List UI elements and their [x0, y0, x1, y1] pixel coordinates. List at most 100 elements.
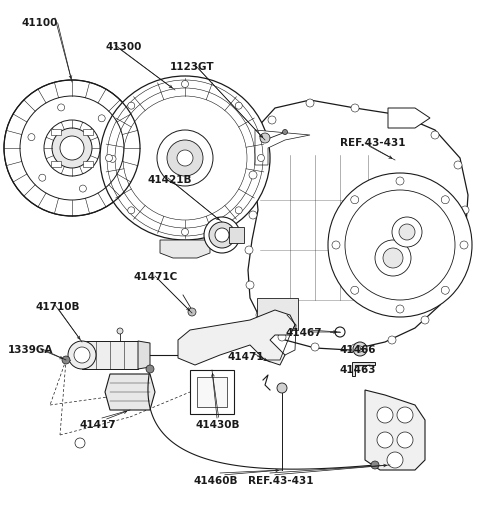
Text: 41710B: 41710B: [35, 302, 80, 312]
Circle shape: [383, 248, 403, 268]
Text: 41463: 41463: [340, 365, 376, 375]
Circle shape: [371, 461, 379, 469]
Text: 41471C: 41471C: [133, 272, 177, 282]
Circle shape: [394, 114, 402, 122]
Circle shape: [278, 333, 286, 341]
Circle shape: [106, 155, 112, 162]
Circle shape: [58, 104, 65, 111]
Circle shape: [246, 281, 254, 289]
Circle shape: [268, 116, 276, 124]
Circle shape: [146, 365, 154, 373]
Text: 41100: 41100: [22, 18, 59, 28]
Circle shape: [109, 156, 116, 163]
Circle shape: [209, 222, 235, 248]
Circle shape: [249, 211, 257, 219]
Circle shape: [456, 251, 464, 259]
Text: 1123GT: 1123GT: [170, 62, 215, 72]
Circle shape: [351, 104, 359, 112]
Circle shape: [75, 438, 85, 448]
Circle shape: [431, 131, 439, 139]
Circle shape: [249, 171, 257, 179]
Circle shape: [283, 129, 288, 134]
Circle shape: [52, 128, 92, 168]
Circle shape: [28, 134, 35, 140]
Circle shape: [377, 432, 393, 448]
Circle shape: [460, 241, 468, 249]
Circle shape: [421, 316, 429, 324]
Circle shape: [332, 241, 340, 249]
FancyBboxPatch shape: [83, 161, 93, 167]
Text: 41466: 41466: [340, 345, 376, 355]
Polygon shape: [82, 341, 138, 369]
Circle shape: [377, 407, 393, 423]
Circle shape: [235, 207, 242, 214]
Text: 41471: 41471: [228, 352, 264, 362]
FancyBboxPatch shape: [83, 129, 93, 135]
Circle shape: [167, 140, 203, 176]
Circle shape: [128, 207, 135, 214]
Polygon shape: [229, 227, 244, 243]
Circle shape: [177, 150, 193, 166]
Circle shape: [215, 228, 229, 242]
Circle shape: [235, 102, 242, 109]
Circle shape: [188, 308, 196, 316]
Circle shape: [98, 115, 105, 122]
Polygon shape: [255, 130, 310, 165]
Circle shape: [204, 217, 240, 253]
Circle shape: [68, 341, 96, 369]
Circle shape: [257, 155, 264, 162]
Text: 41460B: 41460B: [193, 476, 238, 486]
Circle shape: [128, 102, 135, 109]
Circle shape: [311, 343, 319, 351]
Polygon shape: [178, 310, 295, 365]
Circle shape: [260, 133, 270, 143]
Circle shape: [39, 174, 46, 181]
Circle shape: [277, 383, 287, 393]
Polygon shape: [352, 362, 375, 376]
Circle shape: [461, 206, 469, 214]
Circle shape: [117, 328, 123, 334]
Polygon shape: [105, 374, 155, 410]
Circle shape: [397, 432, 413, 448]
Circle shape: [60, 136, 84, 160]
Circle shape: [79, 185, 86, 192]
Circle shape: [62, 356, 70, 364]
Circle shape: [245, 246, 253, 254]
Circle shape: [351, 344, 359, 352]
Text: 41417: 41417: [80, 420, 117, 430]
Circle shape: [328, 173, 472, 317]
Circle shape: [397, 407, 413, 423]
Polygon shape: [197, 377, 227, 407]
Circle shape: [181, 80, 189, 87]
Circle shape: [181, 228, 189, 235]
FancyBboxPatch shape: [51, 129, 61, 135]
FancyBboxPatch shape: [51, 161, 61, 167]
Polygon shape: [248, 100, 468, 350]
Circle shape: [157, 130, 213, 186]
Text: REF.43-431: REF.43-431: [248, 476, 313, 486]
Circle shape: [351, 286, 359, 294]
Circle shape: [396, 177, 404, 185]
Text: 41300: 41300: [105, 42, 142, 52]
Circle shape: [256, 311, 264, 319]
Circle shape: [375, 240, 411, 276]
Circle shape: [44, 120, 100, 176]
Text: 41467: 41467: [285, 328, 322, 338]
Polygon shape: [138, 341, 150, 369]
Circle shape: [388, 336, 396, 344]
Circle shape: [441, 196, 449, 204]
Circle shape: [353, 342, 367, 356]
Ellipse shape: [100, 76, 270, 240]
Circle shape: [399, 224, 415, 240]
Text: 41430B: 41430B: [195, 420, 240, 430]
Circle shape: [4, 80, 140, 216]
Circle shape: [357, 346, 363, 352]
Circle shape: [392, 217, 422, 247]
Circle shape: [454, 161, 462, 169]
Circle shape: [441, 286, 449, 294]
Circle shape: [351, 196, 359, 204]
Circle shape: [387, 452, 403, 468]
Circle shape: [444, 286, 452, 294]
Text: 41421B: 41421B: [148, 175, 192, 185]
Polygon shape: [190, 370, 234, 414]
